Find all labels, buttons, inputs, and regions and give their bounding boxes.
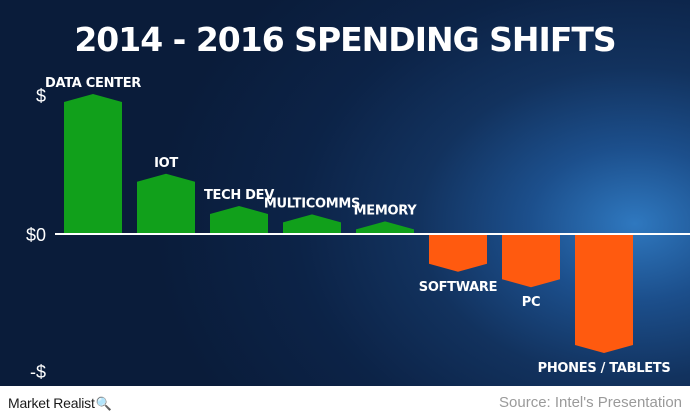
bar-label-software: SOFTWARE — [419, 280, 497, 295]
bar-iot — [137, 173, 195, 234]
footer: Market Realist🔍 Source: Intel's Presenta… — [0, 386, 690, 418]
bar-label-pc: PC — [522, 295, 540, 310]
source-note: Source: Intel's Presentation — [499, 394, 682, 411]
brand-name: Market Realist — [8, 395, 95, 411]
bar-data-center — [64, 94, 122, 234]
bar-phones-tablets — [575, 234, 633, 353]
bars-layer — [64, 94, 633, 353]
bar-label-data-center: DATA CENTER — [45, 76, 141, 91]
bar-label-iot: IOT — [154, 156, 178, 171]
y-tick-top: $ — [36, 86, 46, 106]
magnifier-icon: 🔍 — [95, 396, 112, 411]
y-tick-bottom: -$ — [30, 362, 46, 382]
bar-label-multicomms: MULTICOMMS — [264, 196, 360, 211]
chart-svg: 2014 - 2016 SPENDING SHIFTS DATA CENTER I… — [26, 20, 671, 382]
y-tick-zero: $0 — [26, 225, 46, 245]
bar-label-tech-dev: TECH DEV — [204, 188, 274, 203]
bar-memory — [356, 221, 414, 234]
chart-panel: 2014 - 2016 SPENDING SHIFTS DATA CENTER I… — [0, 0, 690, 386]
bar-multicomms — [283, 214, 341, 234]
brand: Market Realist🔍 — [8, 395, 112, 412]
bar-pc — [502, 234, 560, 288]
chart-title: 2014 - 2016 SPENDING SHIFTS — [74, 20, 615, 59]
bar-software — [429, 234, 487, 272]
bar-label-memory: MEMORY — [354, 203, 418, 218]
bar-label-phones-tablets: PHONES / TABLETS — [538, 361, 671, 376]
bar-tech-dev — [210, 206, 268, 234]
